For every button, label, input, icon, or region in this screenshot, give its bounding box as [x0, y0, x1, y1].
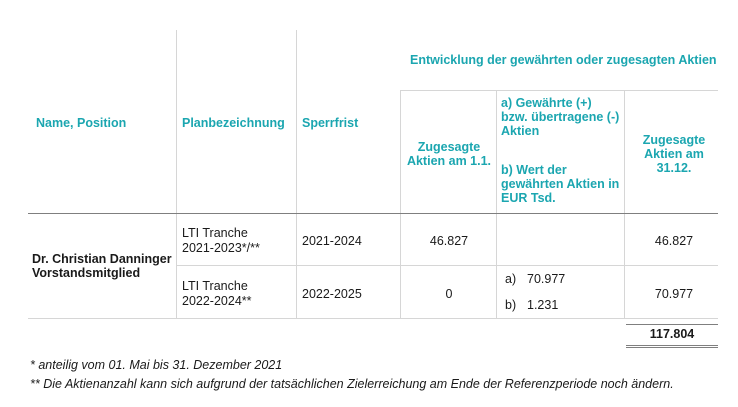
divider — [28, 318, 718, 319]
footnote-2: ** Die Aktienanzahl kann sich aufgrund d… — [30, 377, 674, 391]
header-start: Zugesagte Aktien am 1.1. — [406, 140, 492, 168]
row2-a-label: a) — [505, 272, 517, 286]
divider — [176, 30, 177, 318]
divider — [400, 90, 401, 318]
divider — [176, 265, 718, 266]
row2-plan-line1: LTI Tranche — [182, 279, 248, 293]
footnote-1: * anteilig vom 01. Mai bis 31. Dezember … — [30, 358, 283, 372]
person-name: Dr. Christian Danninger — [32, 252, 172, 266]
row2-sperrfrist: 2022-2025 — [302, 287, 362, 301]
total-value: 117.804 — [649, 327, 695, 341]
row2-b-label: b) — [505, 298, 517, 312]
divider — [296, 30, 297, 318]
header-sperrfrist: Sperrfrist — [302, 116, 359, 130]
total-rule-bottom-double — [626, 347, 718, 348]
row2-end: 70.977 — [654, 287, 694, 301]
row2-start: 0 — [445, 287, 453, 301]
header-end: Zugesagte Aktien am 31.12. — [642, 133, 706, 175]
header-bottom-rule — [28, 213, 718, 214]
row2-plan-line2: 2022-2024** — [182, 294, 252, 308]
header-change-a: a) Gewährte (+) bzw. übertragene (-) Akt… — [501, 96, 620, 138]
header-group: Entwicklung der gewährten oder zugesagte… — [410, 53, 717, 67]
total-rule-top — [626, 324, 718, 325]
divider — [624, 90, 625, 318]
row1-plan-line1: LTI Tranche — [182, 226, 248, 240]
row2-a-value: 70.977 — [527, 272, 566, 286]
divider — [496, 90, 497, 318]
total-rule-bottom — [626, 345, 718, 346]
person-position: Vorstandsmitglied — [32, 266, 141, 280]
header-name: Name, Position — [36, 116, 127, 130]
divider — [400, 90, 718, 91]
row1-end: 46.827 — [654, 234, 694, 248]
row1-sperrfrist: 2021-2024 — [302, 234, 362, 248]
header-change-b: b) Wert der gewährten Aktien in EUR Tsd. — [501, 163, 620, 205]
row2-b-value: 1.231 — [527, 298, 559, 312]
header-plan: Planbezeichnung — [182, 116, 285, 130]
row1-plan-line2: 2021-2023*/** — [182, 241, 260, 255]
row1-start: 46.827 — [429, 234, 469, 248]
